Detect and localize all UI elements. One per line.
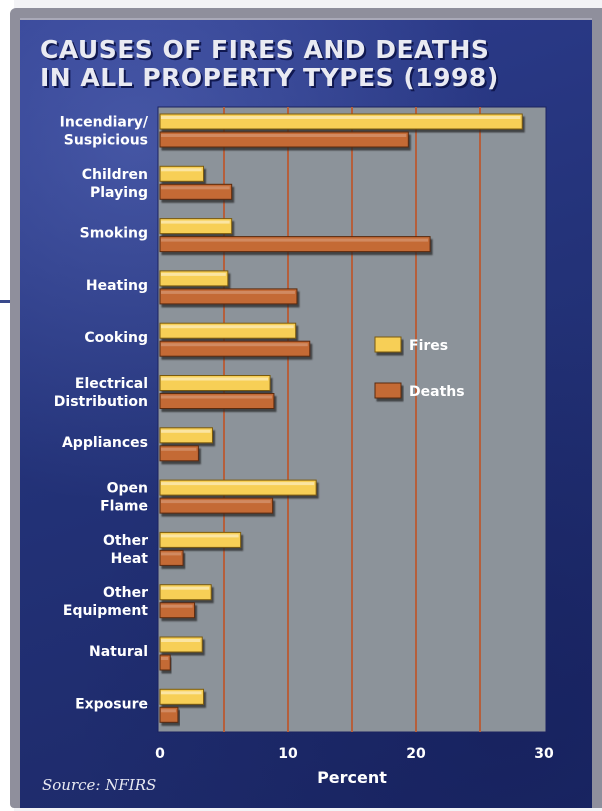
legend-deaths-swatch	[375, 383, 401, 398]
bar-highlight	[161, 221, 230, 224]
bar-highlight	[161, 186, 230, 189]
bar-highlight	[161, 482, 314, 485]
bar-highlight	[161, 709, 176, 712]
bar-highlight	[161, 448, 196, 451]
category-label: Other	[103, 585, 148, 601]
category-label: Natural	[89, 644, 148, 660]
x-tick-label: 20	[406, 746, 426, 762]
bar-highlight	[161, 343, 308, 346]
bar-highlight	[161, 291, 295, 294]
bar-highlight	[161, 500, 271, 503]
category-label: Open	[107, 481, 148, 497]
bar-highlight	[161, 587, 209, 590]
bar-highlight	[161, 657, 168, 660]
category-label: Other	[103, 533, 148, 549]
category-label: Cooking	[84, 330, 148, 346]
source-note: Source: NFIRS	[42, 776, 156, 794]
category-label: Appliances	[62, 435, 148, 451]
bar-highlight	[161, 534, 239, 537]
bar-highlight	[161, 116, 520, 119]
category-label: Children	[82, 167, 148, 183]
bar-highlight	[161, 325, 294, 328]
x-tick-label: 10	[278, 746, 298, 762]
bar-highlight	[161, 378, 268, 381]
legend-fires-swatch	[375, 337, 401, 352]
category-label: Playing	[90, 185, 148, 201]
bar-highlight	[161, 605, 193, 608]
bar-highlight	[161, 396, 272, 399]
legend-deaths-label: Deaths	[409, 384, 465, 400]
category-label: Heat	[111, 551, 149, 567]
bar-highlight	[161, 273, 226, 276]
category-label: Equipment	[63, 603, 148, 619]
bar-highlight	[161, 430, 210, 433]
category-label: Distribution	[54, 394, 148, 410]
bar-highlight	[161, 168, 202, 171]
category-label: Heating	[86, 278, 148, 294]
bar-highlight	[161, 134, 406, 137]
category-label: Electrical	[75, 376, 148, 392]
category-label: Incendiary/	[60, 115, 149, 131]
bar-highlight	[161, 639, 200, 642]
category-label: Suspicious	[64, 133, 148, 149]
bar-highlight	[161, 552, 181, 555]
x-axis-title: Percent	[317, 768, 387, 787]
x-tick-label: 30	[534, 746, 554, 762]
x-tick-label: 0	[155, 746, 165, 762]
bar-highlight	[161, 691, 202, 694]
bar-highlight	[161, 239, 428, 242]
legend-fires-label: Fires	[409, 338, 448, 354]
category-label: Exposure	[75, 696, 148, 712]
category-label: Smoking	[80, 226, 148, 242]
category-label: Flame	[100, 499, 148, 515]
